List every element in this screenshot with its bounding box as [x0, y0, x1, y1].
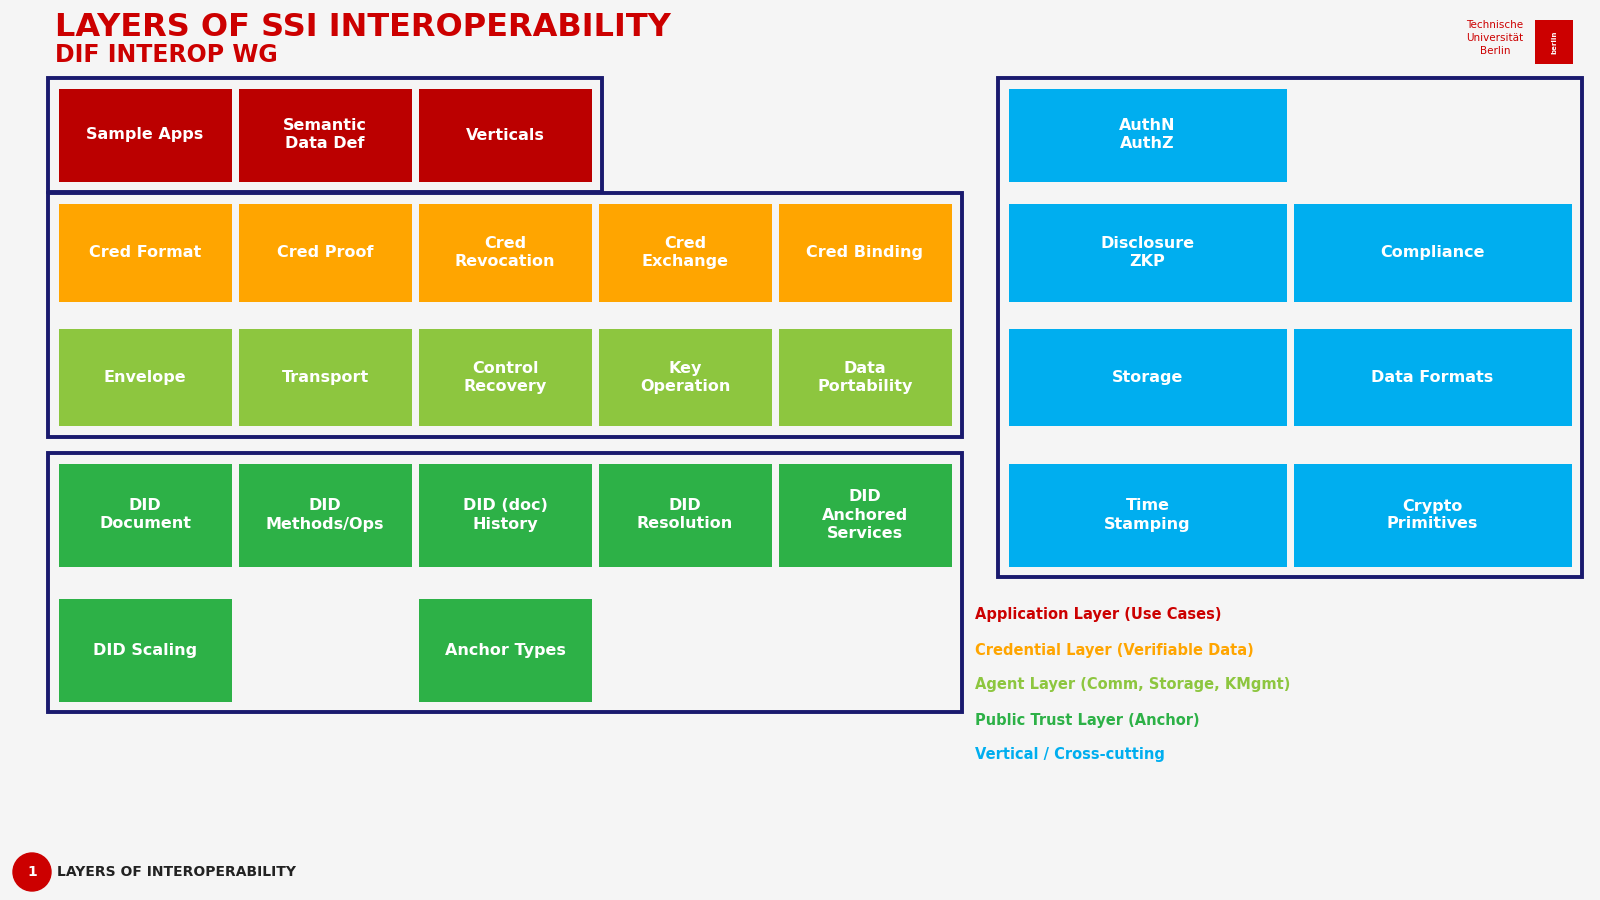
- Text: Credential Layer (Verifiable Data): Credential Layer (Verifiable Data): [974, 643, 1254, 658]
- Text: Cred
Exchange: Cred Exchange: [642, 236, 728, 269]
- Text: Envelope: Envelope: [104, 370, 186, 385]
- Text: DID
Resolution: DID Resolution: [637, 499, 733, 532]
- Text: LAYERS OF INTEROPERABILITY: LAYERS OF INTEROPERABILITY: [58, 865, 296, 879]
- Text: Key
Operation: Key Operation: [640, 361, 730, 394]
- FancyBboxPatch shape: [598, 203, 771, 302]
- Text: Storage: Storage: [1112, 370, 1182, 385]
- FancyBboxPatch shape: [598, 464, 771, 566]
- Text: Crypto
Primitives: Crypto Primitives: [1387, 499, 1478, 532]
- Text: Agent Layer (Comm, Storage, KMgmt): Agent Layer (Comm, Storage, KMgmt): [974, 678, 1290, 692]
- FancyBboxPatch shape: [59, 598, 232, 701]
- Text: Verticals: Verticals: [466, 128, 544, 142]
- FancyBboxPatch shape: [779, 203, 952, 302]
- Text: DID
Anchored
Services: DID Anchored Services: [822, 490, 909, 541]
- FancyBboxPatch shape: [779, 328, 952, 427]
- Text: AuthN
AuthZ: AuthN AuthZ: [1120, 119, 1176, 151]
- FancyBboxPatch shape: [1293, 464, 1571, 566]
- Text: Transport: Transport: [282, 370, 368, 385]
- FancyBboxPatch shape: [419, 598, 592, 701]
- FancyBboxPatch shape: [1008, 328, 1286, 427]
- Text: DID
Methods/Ops: DID Methods/Ops: [266, 499, 384, 532]
- FancyBboxPatch shape: [238, 464, 411, 566]
- Circle shape: [13, 853, 51, 891]
- Text: LAYERS OF SSI INTEROPERABILITY: LAYERS OF SSI INTEROPERABILITY: [54, 13, 670, 43]
- FancyBboxPatch shape: [59, 203, 232, 302]
- Text: DID Scaling: DID Scaling: [93, 643, 197, 658]
- Text: Data Formats: Data Formats: [1371, 370, 1494, 385]
- FancyBboxPatch shape: [1293, 328, 1571, 427]
- FancyBboxPatch shape: [238, 328, 411, 427]
- Text: 1: 1: [27, 865, 37, 879]
- Text: Sample Apps: Sample Apps: [86, 128, 203, 142]
- FancyBboxPatch shape: [1008, 88, 1286, 182]
- Text: DIF INTEROP WG: DIF INTEROP WG: [54, 43, 278, 67]
- FancyBboxPatch shape: [419, 88, 592, 182]
- Text: DID
Document: DID Document: [99, 499, 190, 532]
- Text: Anchor Types: Anchor Types: [445, 643, 565, 658]
- FancyBboxPatch shape: [779, 464, 952, 566]
- Text: Data
Portability: Data Portability: [818, 361, 912, 394]
- Text: Vertical / Cross-cutting: Vertical / Cross-cutting: [974, 748, 1165, 762]
- FancyBboxPatch shape: [1008, 203, 1286, 302]
- Text: Compliance: Compliance: [1381, 245, 1485, 260]
- Text: Cred Binding: Cred Binding: [806, 245, 923, 260]
- Text: Cred Proof: Cred Proof: [277, 245, 373, 260]
- FancyBboxPatch shape: [598, 328, 771, 427]
- Text: Technische
Universität
Berlin: Technische Universität Berlin: [1467, 20, 1523, 56]
- Text: Semantic
Data Def: Semantic Data Def: [283, 119, 366, 151]
- FancyBboxPatch shape: [419, 328, 592, 427]
- FancyBboxPatch shape: [238, 203, 411, 302]
- Text: Application Layer (Use Cases): Application Layer (Use Cases): [974, 608, 1221, 623]
- Text: Disclosure
ZKP: Disclosure ZKP: [1101, 236, 1195, 269]
- FancyBboxPatch shape: [238, 88, 411, 182]
- Text: Public Trust Layer (Anchor): Public Trust Layer (Anchor): [974, 713, 1200, 727]
- Text: Cred Format: Cred Format: [90, 245, 202, 260]
- FancyBboxPatch shape: [1293, 203, 1571, 302]
- Text: Control
Recovery: Control Recovery: [464, 361, 547, 394]
- Text: Time
Stamping: Time Stamping: [1104, 499, 1190, 532]
- FancyBboxPatch shape: [59, 328, 232, 427]
- Text: berlin: berlin: [1550, 31, 1557, 54]
- Text: Cred
Revocation: Cred Revocation: [454, 236, 555, 269]
- FancyBboxPatch shape: [419, 203, 592, 302]
- FancyBboxPatch shape: [1008, 464, 1286, 566]
- FancyBboxPatch shape: [419, 464, 592, 566]
- Text: DID (doc)
History: DID (doc) History: [462, 499, 547, 532]
- FancyBboxPatch shape: [59, 88, 232, 182]
- FancyBboxPatch shape: [1534, 20, 1573, 64]
- FancyBboxPatch shape: [59, 464, 232, 566]
